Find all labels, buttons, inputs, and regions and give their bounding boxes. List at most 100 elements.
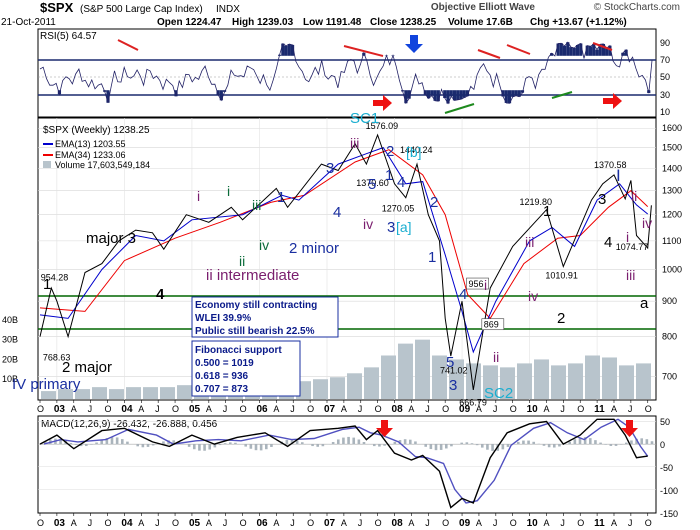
x-tick-label: O (442, 518, 449, 528)
price-level-label: 1219.80 (519, 197, 552, 207)
macd-histogram-bar (434, 444, 438, 451)
x-tick-label: O (442, 404, 449, 414)
volume-bar (75, 389, 90, 399)
macd-histogram-bar (136, 444, 140, 447)
macd-histogram-bar (491, 444, 494, 451)
price-tick-label: 1500 (662, 143, 682, 153)
macd-histogram-bar (552, 444, 556, 448)
x-tick-label: 11 (594, 404, 605, 415)
wave-label: 3 (598, 191, 606, 208)
macd-histogram-bar (609, 444, 613, 446)
macd-histogram-bar (542, 444, 546, 446)
wave-label: ii intermediate (206, 267, 299, 284)
volume-bar (568, 363, 583, 399)
macd-histogram-bar (59, 439, 62, 445)
wave-label: I (616, 166, 621, 185)
rsi-divergence-line (343, 45, 384, 57)
macd-histogram-bar (403, 439, 407, 445)
x-tick-label: J (358, 518, 363, 528)
x-tick-label: J (493, 518, 498, 528)
wave-label: SC2 (484, 385, 513, 402)
macd-histogram-bar (599, 442, 602, 445)
economy-info-box-bg (191, 296, 339, 338)
price-tick-label: 700 (662, 372, 677, 382)
macd-histogram-bar (635, 438, 638, 445)
volume-bar (534, 359, 549, 399)
macd-histogram-bar (347, 436, 350, 445)
macd-histogram-bar (336, 439, 340, 445)
x-tick-label: J (560, 404, 565, 414)
macd-histogram-bar (594, 440, 597, 445)
ema13-line (39, 146, 649, 354)
fibonacci-box: Fibonacci support 0.500 = 1019 0.618 = 9… (191, 340, 301, 397)
macd-histogram-bar (573, 439, 577, 445)
price-level-label: 666.79 (459, 397, 487, 407)
macd-histogram-bar (398, 440, 402, 445)
rsi-series-line (39, 41, 653, 105)
x-tick-label: 10 (527, 518, 539, 529)
wave-label: 5 (446, 354, 454, 371)
wave-label: [b] (406, 144, 422, 160)
x-tick-label: A (206, 518, 212, 528)
volume-bar (143, 387, 158, 399)
macd-histogram-bar (465, 442, 469, 445)
header-date: 21-Oct-2011 (1, 17, 56, 28)
x-tick-label: O (37, 518, 44, 528)
x-tick-label: A (611, 404, 617, 414)
header-change: Chg +13.67 (+1.12%) (530, 17, 627, 28)
macd-histogram-bar (532, 441, 536, 445)
x-tick-label: O (375, 404, 382, 414)
volume-bar (58, 389, 73, 399)
macd-histogram-bar (624, 442, 628, 445)
x-tick-label: 03 (54, 404, 66, 415)
wave-label: 4 (459, 286, 467, 303)
x-tick-label: O (105, 518, 112, 528)
macd-histogram-bar (439, 444, 443, 450)
x-tick-label: J (628, 404, 633, 414)
rsi-tick-70: 70 (660, 55, 670, 65)
volume-bar (313, 379, 328, 399)
macd-histogram-bar (460, 442, 464, 445)
macd-histogram-bar (378, 444, 381, 447)
macd-histogram-bar (146, 444, 150, 447)
x-tick-label: A (408, 404, 414, 414)
x-tick-label: J (493, 404, 498, 414)
x-axis-macd: O 03 A J O 04 A J O 05 A J O 06 A J O 07 A J O 08 A J O 09 A J O 10 A J… (37, 513, 652, 529)
rsi-tick-50: 50 (660, 72, 670, 82)
macd-histogram-bar (79, 444, 83, 447)
volume-bar (160, 387, 175, 399)
rsi-divergence-line (551, 91, 573, 99)
wave-label: i (197, 188, 200, 204)
macd-histogram-bar (588, 438, 592, 445)
x-tick-label: A (341, 404, 347, 414)
x-tick-label: O (375, 518, 382, 528)
x-tick-label: 10 (527, 404, 539, 415)
volume-bar (92, 387, 107, 399)
macd-histogram-bar (583, 437, 587, 445)
macd-histogram-bar (630, 440, 633, 445)
x-tick-label: 06 (256, 404, 268, 415)
watermark: Objective Elliott Wave (431, 2, 536, 13)
volume-bar (602, 357, 617, 399)
x-tick-label: 11 (594, 518, 605, 529)
macd-histogram-bar (213, 444, 217, 448)
macd-histogram-bar (383, 444, 386, 446)
x-tick-label: J (155, 518, 160, 528)
arrow-down-icon (405, 35, 423, 53)
macd-histogram-bar (218, 444, 222, 446)
volume-bar (126, 387, 141, 399)
wave-label: 2 (430, 194, 438, 211)
x-tick-label: O (307, 404, 314, 414)
wave-label: ii (239, 253, 245, 269)
x-tick-label: O (645, 404, 652, 414)
wave-label: 2 (386, 143, 394, 160)
macd-histogram-bar (264, 444, 268, 450)
macd-histogram-bar (516, 441, 520, 445)
x-tick-label: O (240, 518, 247, 528)
x-tick-label: 09 (459, 518, 471, 529)
macd-tick: 0 (660, 440, 665, 450)
fibonacci-title: Fibonacci support (195, 345, 282, 356)
macd-histogram-bar (444, 444, 448, 449)
